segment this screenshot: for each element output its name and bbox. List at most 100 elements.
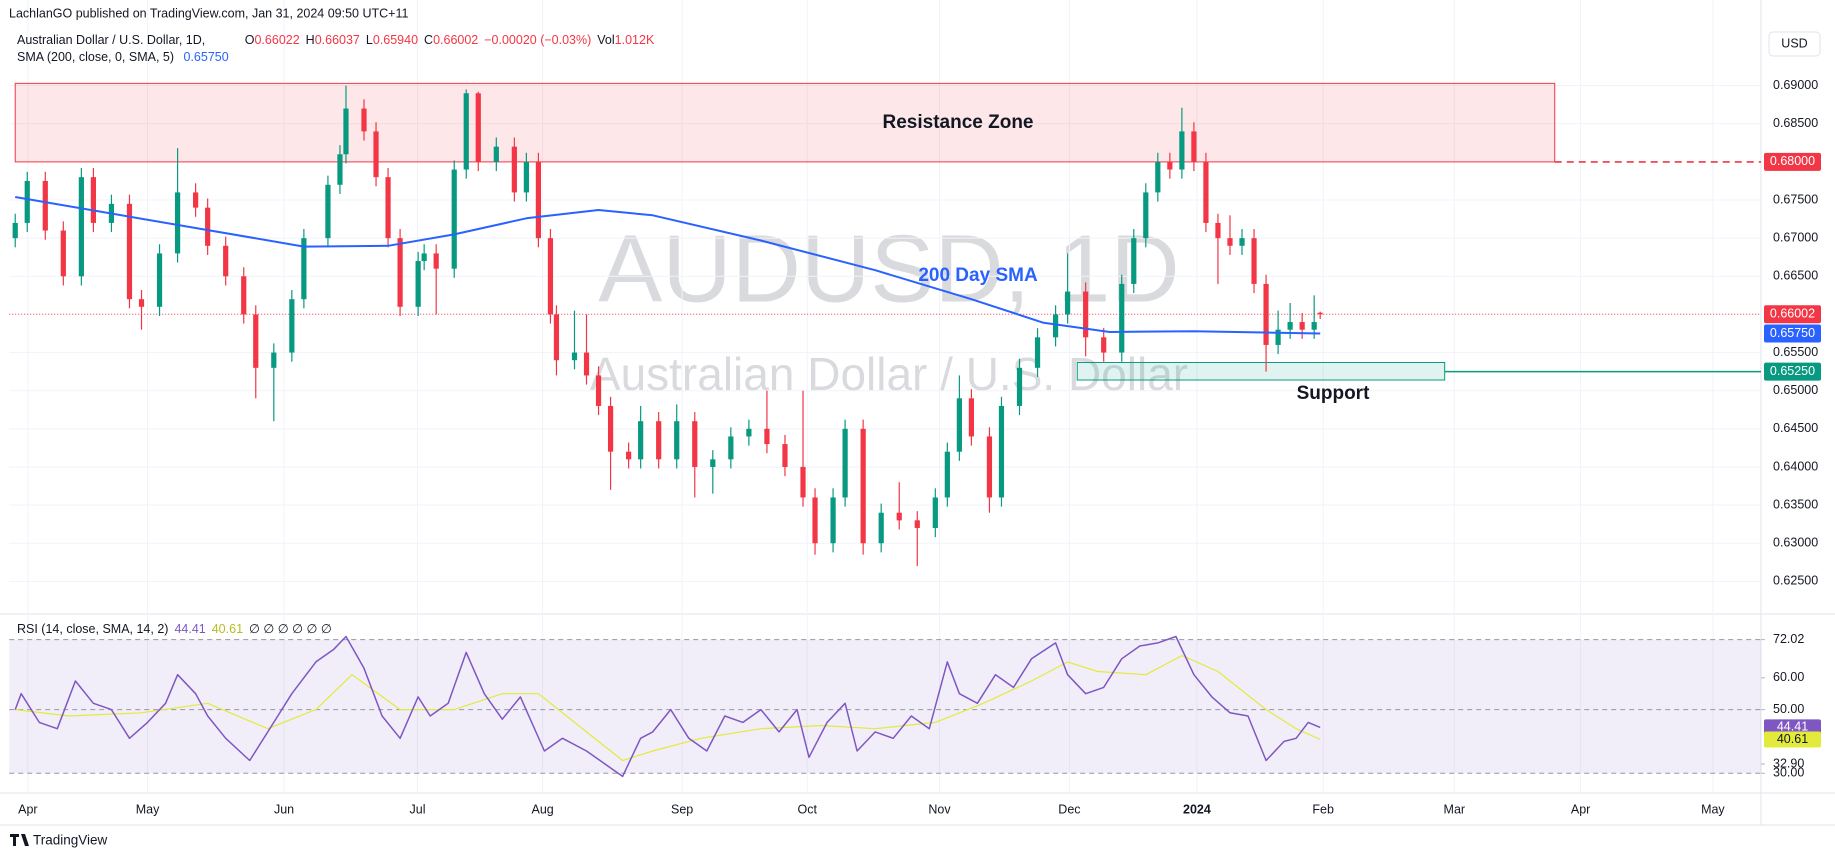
candle-body [78,177,84,277]
candle-body [842,428,848,498]
quote-key: H [306,33,315,47]
sma-legend: SMA (200, close, 0, SMA, 5) 0.65750 [17,50,229,64]
rsi-tick-label: 72.02 [1773,632,1804,646]
candle-body [932,497,938,528]
candle-body [126,203,133,300]
sma-line [15,196,1321,335]
candle-body [301,238,307,300]
published-line: LachlanGO published on TradingView.com, … [9,6,408,20]
candle-body [325,184,331,239]
x-tick-label: May [1701,802,1725,816]
candle-body [878,512,884,544]
resistance-zone [14,82,1556,163]
candle-body [626,451,632,460]
logo-text: TradingView [33,833,108,848]
quote-value: 0.65940 [373,33,418,47]
price-tag [1764,305,1821,324]
x-tick-label: Aug [531,802,553,816]
candle-body [1287,322,1293,330]
candle-body [397,238,403,307]
y-tick-label: 0.65000 [1773,383,1818,397]
candle-body [24,180,30,223]
candle-body [12,222,18,239]
rsi-legend-value: 40.61 [212,622,243,636]
y-tick-label: 0.67500 [1773,192,1818,206]
candle-body [860,428,866,544]
candle-body [1203,161,1209,223]
candle-body [343,108,349,155]
candle-body [595,375,602,406]
candle-body [475,93,481,162]
y-tick-label: 0.64000 [1773,459,1818,473]
candle-body [1311,322,1317,330]
support-label: Support [1297,383,1370,404]
y-tick-label: 0.63500 [1773,497,1818,511]
candle-body [710,459,716,467]
rsi-extras: ∅ ∅ ∅ ∅ ∅ ∅ [249,622,332,636]
candle-body [523,161,529,193]
candle-body [1034,337,1041,368]
candle-body [174,192,181,254]
candle-body [535,161,542,239]
sma-value: 0.65750 [184,50,229,64]
price-tag-label: 0.65750 [1770,326,1815,340]
candle-body [42,180,48,231]
rsi-band [9,639,1762,774]
candle-body [1065,291,1071,315]
y-tick-label: 0.63000 [1773,536,1818,550]
candle-body [90,177,96,223]
candle-body [830,497,836,544]
x-tick-label: Apr [18,802,37,816]
candle-body [1119,283,1125,353]
candle-body [956,398,962,452]
rsi-tick-label: 50.00 [1773,702,1804,716]
logo-icon [10,834,29,846]
resistance-label: Resistance Zone [883,112,1034,133]
support-zone [1076,361,1446,381]
candle-body [205,207,211,246]
candle-body [1143,192,1149,239]
candle-body [138,299,145,307]
quote-key: C [424,33,433,47]
candle-body [800,466,806,498]
candle-body [60,230,66,277]
rsi-tick-label: 60.00 [1773,670,1804,684]
quote-value: 0.66022 [254,33,299,47]
y-tick-label: 0.66500 [1773,269,1818,283]
candle-body [223,245,229,277]
x-tick-label: Sep [671,802,693,816]
candle-body [373,131,379,178]
sma-annotation: 200 Day SMA [918,265,1038,286]
candle-body [1215,222,1221,239]
candle-body [415,261,421,307]
candle-body [1275,329,1281,345]
candle-body [764,428,770,445]
y-tick-label: 0.65500 [1773,345,1818,359]
candle-body [1239,238,1245,246]
candle-body [944,451,950,498]
x-tick-label: Dec [1058,802,1080,816]
rsi-tag-label: 40.61 [1777,732,1808,746]
candle-body [896,512,902,521]
candle-body [193,192,199,208]
rsi-legend: RSI (14, close, SMA, 14, 2) 44.41 40.61 ∅ ∅… [17,622,332,636]
candle-body [289,299,295,353]
candle-body [968,398,974,437]
rsi-legend-value: 44.41 [174,622,205,636]
quote-value: 0.66002 [433,33,478,47]
candle-body [1131,238,1137,284]
quote-key: L [366,33,373,47]
x-tick-label: Oct [797,802,817,816]
candle-body [1299,322,1305,330]
price-tag [1764,362,1821,381]
candle-body [1083,291,1089,338]
symbol-legend: Australian Dollar / U.S. Dollar, 1D, O0.… [17,33,655,47]
currency-label[interactable]: USD [1781,36,1807,50]
currency-button[interactable] [1768,31,1821,57]
candle-body [1016,367,1023,406]
x-tick-label: May [136,802,160,816]
candle-body [271,352,277,368]
candle-body [493,146,499,162]
x-tick-label: Mar [1444,802,1466,816]
